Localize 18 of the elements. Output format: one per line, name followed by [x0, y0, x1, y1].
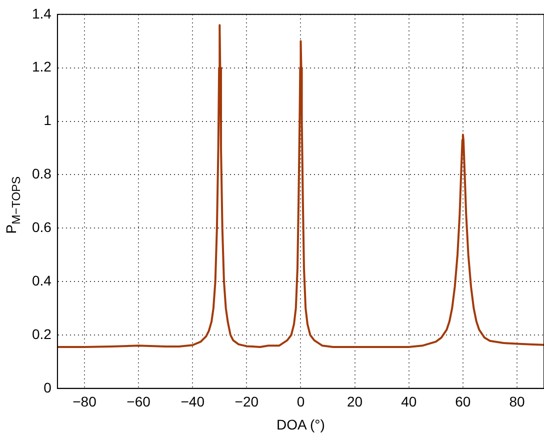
x-axis-title: DOA (°) [276, 416, 325, 432]
x-tick-label: 60 [455, 394, 471, 410]
y-tick-label: 0.8 [32, 166, 52, 182]
x-tick-label: 0 [296, 394, 305, 410]
x-tick-label: 80 [509, 394, 525, 410]
x-tick-label: −20 [234, 394, 259, 410]
x-tick-label: −60 [126, 394, 151, 410]
y-tick-label: 0.6 [32, 218, 52, 235]
x-tick-label: 20 [347, 394, 363, 410]
x-tick-label: −40 [180, 394, 205, 410]
y-tick-label: 0.2 [32, 326, 52, 342]
y-tick-label: 0.4 [32, 272, 52, 288]
x-tick-label: 40 [401, 394, 417, 410]
y-tick-label: 1.4 [32, 5, 52, 22]
y-tick-label: 1.2 [32, 58, 52, 75]
x-tick-label: −80 [72, 394, 97, 410]
y-tick-label: 0 [44, 379, 52, 396]
y-tick-label: 1 [44, 112, 52, 128]
